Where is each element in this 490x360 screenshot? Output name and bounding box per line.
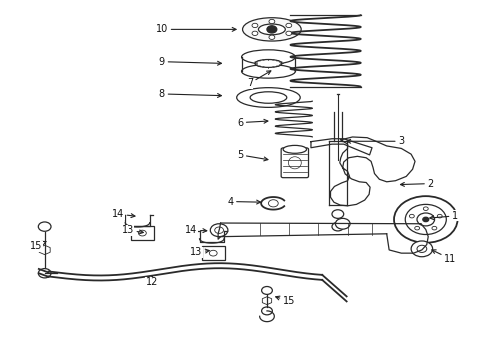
Circle shape (38, 269, 51, 278)
Circle shape (139, 230, 147, 236)
Circle shape (332, 222, 343, 231)
Text: 10: 10 (156, 24, 236, 35)
Circle shape (269, 19, 275, 24)
Text: 14: 14 (185, 225, 207, 235)
FancyBboxPatch shape (201, 246, 225, 260)
Circle shape (432, 226, 437, 230)
Text: 8: 8 (159, 89, 221, 99)
Circle shape (209, 250, 217, 256)
Text: 5: 5 (237, 150, 268, 161)
Circle shape (262, 287, 272, 294)
Circle shape (417, 245, 427, 252)
Text: 9: 9 (159, 57, 221, 67)
Text: 3: 3 (347, 136, 404, 146)
Circle shape (210, 224, 228, 237)
Text: 14: 14 (112, 209, 135, 219)
Circle shape (405, 204, 446, 234)
Circle shape (286, 23, 292, 28)
Circle shape (286, 31, 292, 36)
Ellipse shape (289, 157, 301, 169)
Ellipse shape (250, 92, 287, 103)
Text: 15: 15 (276, 296, 295, 306)
Circle shape (410, 214, 414, 218)
Circle shape (262, 307, 272, 315)
Ellipse shape (242, 64, 295, 78)
Circle shape (423, 207, 428, 211)
Circle shape (332, 210, 343, 219)
Text: 13: 13 (122, 225, 143, 235)
Circle shape (269, 200, 278, 207)
Circle shape (267, 26, 277, 33)
Circle shape (38, 222, 51, 231)
Ellipse shape (255, 59, 282, 67)
Text: 11: 11 (432, 250, 456, 264)
Text: 6: 6 (237, 118, 268, 128)
Circle shape (415, 226, 419, 230)
Circle shape (335, 219, 350, 229)
Text: 7: 7 (247, 71, 271, 88)
Ellipse shape (243, 18, 301, 41)
Ellipse shape (242, 50, 295, 64)
Circle shape (252, 23, 258, 28)
Circle shape (437, 214, 442, 218)
Text: 2: 2 (400, 179, 434, 189)
Ellipse shape (258, 24, 285, 35)
FancyBboxPatch shape (131, 226, 154, 240)
Circle shape (417, 213, 435, 226)
Text: 4: 4 (227, 197, 261, 207)
Text: 12: 12 (146, 276, 158, 287)
Text: 1: 1 (430, 211, 458, 221)
Ellipse shape (237, 87, 300, 107)
Circle shape (394, 196, 458, 243)
Circle shape (411, 241, 433, 257)
FancyBboxPatch shape (281, 148, 309, 178)
Text: 13: 13 (190, 247, 209, 257)
Text: 15: 15 (30, 241, 46, 251)
Circle shape (269, 35, 275, 40)
Ellipse shape (283, 145, 307, 153)
Circle shape (252, 31, 258, 36)
Circle shape (423, 217, 429, 222)
Circle shape (215, 227, 223, 233)
